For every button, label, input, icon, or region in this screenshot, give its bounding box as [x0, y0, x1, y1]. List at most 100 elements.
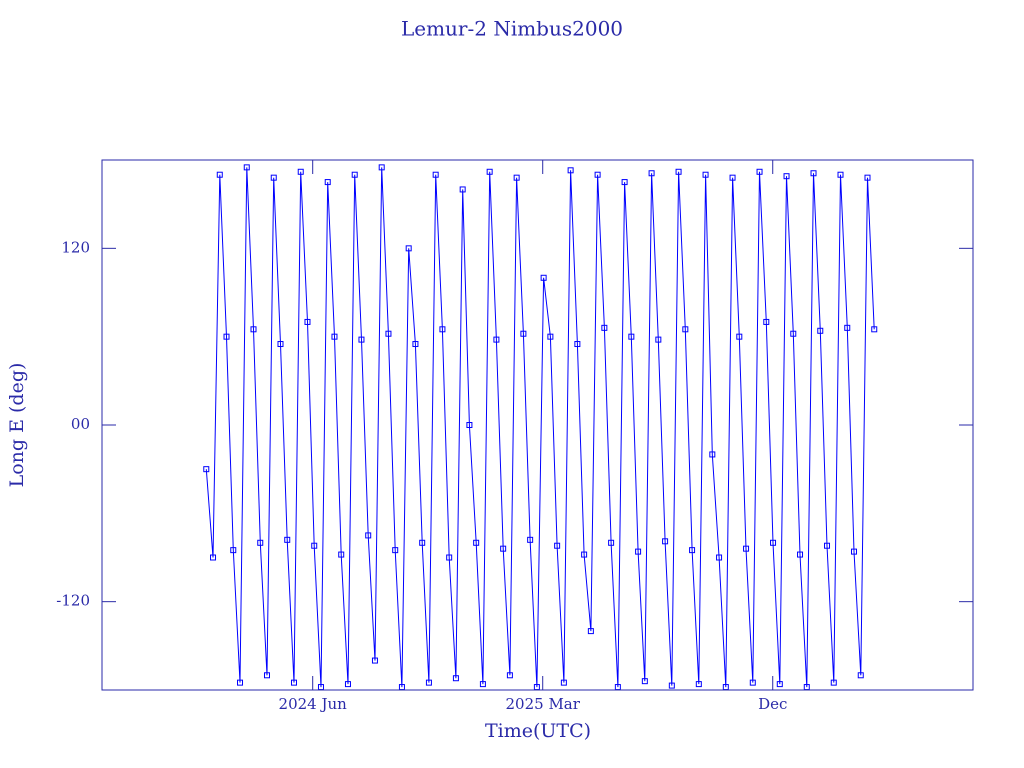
x-tick-label: 2025 Mar	[506, 695, 581, 713]
point-marker	[864, 174, 871, 181]
point-marker	[203, 466, 210, 473]
point-marker	[324, 179, 331, 186]
point-marker	[668, 682, 675, 689]
point-marker	[425, 679, 432, 686]
point-marker	[635, 548, 642, 555]
point-marker	[486, 168, 493, 175]
point-marker	[601, 324, 608, 331]
point-marker	[344, 681, 351, 688]
point-marker	[405, 245, 412, 252]
point-marker	[844, 324, 851, 331]
y-tick-label: -120	[56, 592, 90, 610]
point-marker	[857, 672, 864, 679]
point-marker	[527, 536, 534, 543]
point-marker	[648, 170, 655, 177]
x-tick-label: 2024 Jun	[279, 695, 348, 713]
point-marker	[513, 174, 520, 181]
point-marker	[776, 681, 783, 688]
point-marker	[662, 538, 669, 545]
point-marker	[655, 336, 662, 343]
point-marker	[560, 679, 567, 686]
point-marker	[466, 422, 473, 428]
point-marker	[817, 327, 824, 334]
point-marker	[500, 545, 507, 552]
point-marker	[479, 681, 486, 688]
point-marker	[770, 539, 777, 546]
point-marker	[432, 171, 439, 178]
point-marker	[547, 333, 554, 340]
point-marker	[446, 554, 453, 561]
point-marker	[459, 186, 466, 193]
point-marker	[223, 333, 230, 340]
point-marker	[277, 341, 284, 348]
point-marker	[230, 547, 237, 554]
y-tick-label: 00	[71, 415, 90, 433]
point-marker	[729, 174, 736, 181]
point-marker	[216, 171, 223, 178]
point-marker	[378, 164, 385, 171]
point-marker	[783, 173, 790, 180]
point-marker	[581, 551, 588, 558]
x-tick-label: Dec	[758, 695, 787, 713]
point-marker	[689, 547, 696, 554]
point-marker	[452, 675, 459, 682]
plot-frame	[101, 159, 974, 691]
point-marker	[331, 333, 338, 340]
point-marker	[824, 542, 831, 549]
point-marker	[871, 326, 878, 333]
point-marker	[250, 326, 257, 333]
point-marker	[297, 168, 304, 175]
point-marker	[594, 171, 601, 178]
point-marker	[837, 171, 844, 178]
x-axis-label: Time(UTC)	[485, 720, 591, 742]
point-marker	[830, 679, 837, 686]
point-marker	[338, 551, 345, 558]
point-marker	[675, 168, 682, 175]
point-marker	[709, 451, 716, 458]
point-marker	[304, 318, 311, 325]
point-marker	[756, 168, 763, 175]
point-marker	[506, 672, 513, 679]
data-line	[205, 167, 875, 688]
y-tick-label: 120	[61, 238, 90, 256]
point-marker	[237, 679, 244, 686]
point-marker	[810, 170, 817, 177]
point-marker	[257, 539, 264, 546]
point-marker	[540, 274, 547, 281]
point-marker	[743, 545, 750, 552]
point-marker	[520, 330, 527, 337]
point-marker	[790, 330, 797, 337]
point-marker	[365, 532, 372, 539]
point-marker	[385, 330, 392, 337]
point-marker	[587, 628, 594, 635]
point-marker	[695, 681, 702, 688]
point-marker	[412, 341, 419, 348]
point-marker	[749, 679, 756, 686]
point-marker	[392, 547, 399, 554]
point-marker	[290, 679, 297, 686]
point-marker	[736, 333, 743, 340]
point-marker	[473, 539, 480, 546]
point-marker	[493, 336, 500, 343]
point-marker	[682, 326, 689, 333]
point-marker	[608, 539, 615, 546]
point-marker	[797, 551, 804, 558]
point-marker	[628, 333, 635, 340]
chart-title: Lemur-2 Nimbus2000	[401, 17, 623, 41]
point-marker	[439, 326, 446, 333]
point-marker	[567, 167, 574, 174]
point-marker	[716, 554, 723, 561]
point-marker	[419, 539, 426, 546]
point-marker	[243, 164, 250, 171]
point-marker	[284, 536, 291, 543]
point-marker	[270, 174, 277, 181]
point-marker	[763, 318, 770, 325]
point-marker	[351, 171, 358, 178]
point-marker	[621, 179, 628, 186]
point-marker	[641, 678, 648, 685]
point-marker	[554, 542, 561, 549]
point-marker	[702, 171, 709, 178]
point-marker	[263, 672, 270, 679]
point-marker	[371, 657, 378, 664]
